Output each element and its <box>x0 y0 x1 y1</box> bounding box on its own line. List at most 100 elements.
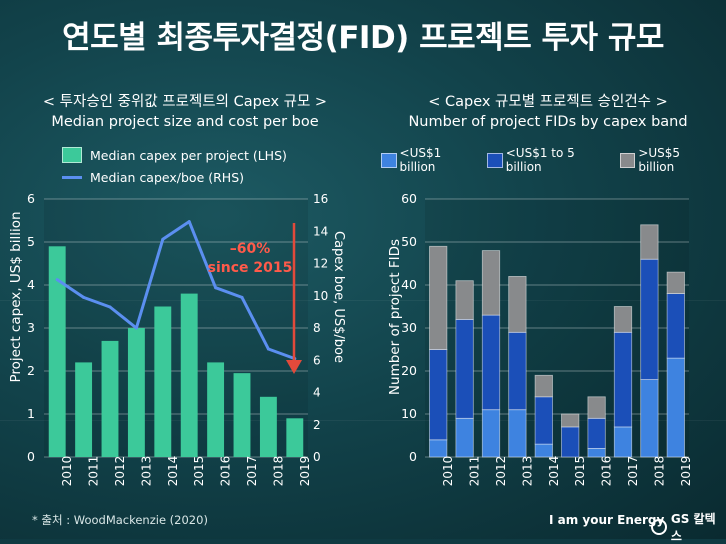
fid-bar-mid-2016 <box>587 417 606 449</box>
logo-mark-icon <box>651 519 667 535</box>
capex-bar-2010 <box>48 246 66 457</box>
left-x-tick-label: 2010 <box>60 456 74 487</box>
legend-label-small: <US$1 billion <box>399 146 442 174</box>
logo-text: GS 칼텍스 <box>670 512 716 543</box>
left-x-tick-label: 2011 <box>87 456 101 487</box>
capex-boe-point-2012 <box>108 305 112 309</box>
right-axis-tick-label: 10 <box>313 289 328 303</box>
left-y-tick-label: 0 <box>27 449 35 464</box>
right-subtitle: < Capex 규모별 프로젝트 승인건수 > Number of projec… <box>370 92 726 132</box>
right-y-tick-label: 0 <box>409 449 417 464</box>
right-x-tick-label: 2010 <box>441 456 455 487</box>
legend-item-mid: <US$1 to 5 billion <box>487 146 611 174</box>
left-y-axis-title: Project capex, US$ billion <box>8 211 24 382</box>
fid-bar-small-2016 <box>587 447 606 458</box>
legend-item-bar: Median capex per project (LHS) <box>62 144 287 166</box>
fid-bar-small-2019 <box>666 357 685 458</box>
brand-slogan: I am your Energy <box>549 513 665 527</box>
right-y-tick-label: 20 <box>401 363 417 378</box>
fid-bar-mid-2012 <box>481 314 501 411</box>
fid-bar-small-2018 <box>640 379 659 458</box>
fid-bar-small-2014 <box>534 443 553 458</box>
right-axis-tick-label: 14 <box>313 224 328 238</box>
page-title: 연도별 최종투자결정(FID) 프로젝트 투자 규모 <box>62 20 664 56</box>
capex-boe-point-2017 <box>240 295 244 299</box>
capex-bar-2015 <box>180 293 198 457</box>
capex-bar-2014 <box>154 306 172 457</box>
fid-bar-large-2016 <box>587 396 606 419</box>
left-y-tick-label: 4 <box>27 277 35 292</box>
left-y-tick-label: 5 <box>27 234 35 249</box>
right-x-tick-label: 2016 <box>600 456 614 487</box>
left-subtitle: < 투자승인 중위값 프로젝트의 Capex 규모 > Median proje… <box>10 92 360 132</box>
right-y-tick-label: 40 <box>401 277 417 292</box>
capex-boe-point-2014 <box>161 237 165 241</box>
right-axis-tick-label: 6 <box>313 353 321 367</box>
right-subtitle-en: Number of project FIDs by capex band <box>408 114 688 130</box>
legend-swatch-line <box>62 175 82 179</box>
fid-bar-mid-2018 <box>640 258 659 381</box>
capex-bar-2017 <box>233 373 251 457</box>
right-axis-tick-label: 16 <box>313 192 328 206</box>
left-x-tick-label: 2019 <box>298 456 312 487</box>
fid-bar-mid-2017 <box>613 331 633 428</box>
right-x-tick-label: 2019 <box>679 456 693 487</box>
fid-bar-mid-2014 <box>534 396 553 445</box>
right-x-tick-label: 2018 <box>652 456 666 487</box>
right-y-tick-label: 50 <box>401 234 417 249</box>
fid-bar-large-2015 <box>561 413 580 428</box>
right-x-tick-label: 2017 <box>626 456 640 487</box>
left-y-tick-label: 2 <box>27 363 35 378</box>
left-x-tick-label: 2018 <box>271 456 285 487</box>
left-y-tick-label: 6 <box>27 191 35 206</box>
fid-bar-small-2017 <box>613 426 633 458</box>
legend-swatch-mid <box>487 152 503 168</box>
left-y-tick-label: 1 <box>27 406 35 421</box>
right-x-tick-label: 2014 <box>547 456 561 487</box>
right-y-axis-title: Number of project FIDs <box>387 239 403 395</box>
right-y-tick-label: 30 <box>401 320 417 335</box>
decline-arrow-head <box>286 360 302 374</box>
fid-bar-small-2011 <box>455 417 474 458</box>
legend-item-small: <US$1 billion <box>381 146 478 174</box>
left-y-tick-label: 3 <box>27 320 35 335</box>
left-x-tick-label: 2016 <box>219 456 233 487</box>
legend-label-large: >US$5 billion <box>638 146 681 174</box>
fid-bar-large-2018 <box>640 224 659 260</box>
right-axis-tick-label: 0 <box>313 450 321 464</box>
source-note: * 출처 : WoodMackenzie (2020) <box>32 513 208 527</box>
right-axis-tick-label: 12 <box>313 257 328 271</box>
gs-caltex-logo: GS 칼텍스 <box>651 510 726 544</box>
fid-bar-large-2013 <box>508 275 527 333</box>
fid-bar-mid-2011 <box>455 318 474 419</box>
capex-boe-point-2018 <box>266 347 270 351</box>
legend-label-line: Median capex/boe (RHS) <box>90 169 245 185</box>
capex-boe-point-2011 <box>82 295 86 299</box>
left-subtitle-en: Median project size and cost per boe <box>51 114 319 130</box>
capex-bar-2019 <box>286 418 304 457</box>
capex-bar-2012 <box>101 340 119 457</box>
legend-label-bar: Median capex per project (LHS) <box>90 147 287 163</box>
fid-bar-small-2013 <box>508 409 527 458</box>
capex-boe-point-2015 <box>187 220 191 224</box>
legend-swatch-small <box>381 152 397 168</box>
right-axis-tick-label: 4 <box>313 386 321 400</box>
capex-bar-2016 <box>207 362 225 457</box>
left-x-tick-label: 2015 <box>192 456 206 487</box>
fid-bar-large-2010 <box>429 245 448 350</box>
capex-boe-point-2010 <box>55 278 59 282</box>
right-y-tick-label: 10 <box>401 406 417 421</box>
fid-bar-large-2011 <box>455 280 474 320</box>
fid-bar-mid-2015 <box>561 426 580 458</box>
fid-bar-large-2019 <box>666 271 685 295</box>
fid-bar-large-2012 <box>481 250 501 316</box>
legend-swatch-bar <box>62 147 82 163</box>
left-x-tick-label: 2014 <box>166 456 180 487</box>
right-axis-tick-label: 2 <box>313 418 321 432</box>
right-legend: <US$1 billion <US$1 to 5 billion >US$5 b… <box>381 146 726 174</box>
left-x-tick-label: 2012 <box>113 456 127 487</box>
legend-swatch-large <box>619 152 636 168</box>
capex-bar-2013 <box>127 328 145 457</box>
capex-bar-2018 <box>259 396 277 457</box>
